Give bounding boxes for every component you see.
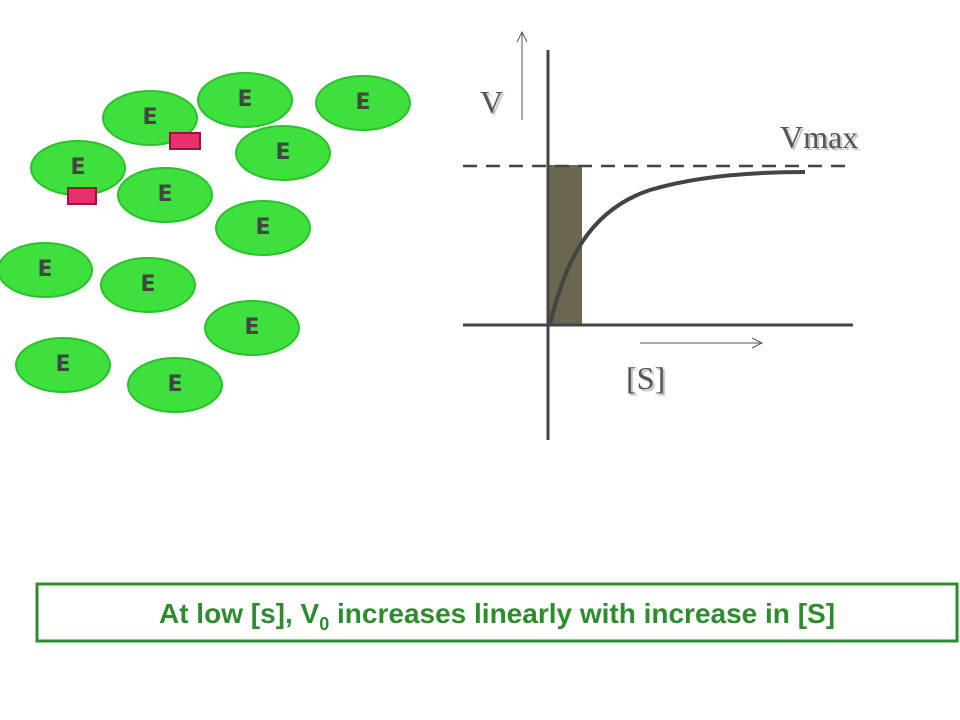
enzyme-label: E [55, 352, 70, 377]
x-label: [S] [626, 360, 665, 396]
enzyme-label: E [70, 155, 85, 180]
caption-text: At low [s], V [159, 598, 320, 629]
rate-curve [548, 170, 806, 326]
enzyme-label: E [355, 90, 370, 115]
graph: V Vmax [S] [463, 30, 858, 440]
x-arrow-head [751, 337, 764, 349]
caption: At low [s], V0 increases linearly with i… [159, 598, 835, 634]
shaded-region [548, 165, 582, 325]
enzyme [15, 337, 111, 393]
vmax-label: Vmax [780, 119, 858, 155]
substrate [67, 187, 97, 205]
caption-subscript: 0 [319, 614, 329, 634]
enzyme-label: E [157, 182, 172, 207]
enzyme [235, 125, 331, 181]
caption-text: increases linearly with increase in [S] [329, 598, 835, 629]
enzyme-label: E [244, 315, 259, 340]
y-label: V [480, 84, 503, 120]
enzyme-label: E [167, 372, 182, 397]
caption-box [35, 582, 959, 643]
enzyme-label: E [275, 140, 290, 165]
enzyme [215, 200, 311, 256]
enzyme [100, 257, 196, 313]
enzyme [204, 300, 300, 356]
enzyme [117, 167, 213, 223]
enzyme-label: E [140, 272, 155, 297]
enzyme [0, 242, 93, 298]
enzyme [197, 72, 293, 128]
enzyme [102, 90, 198, 146]
enzyme-label: E [237, 87, 252, 112]
substrate [169, 132, 201, 150]
enzyme-label: E [142, 105, 157, 130]
enzyme [127, 357, 223, 413]
enzyme [315, 75, 411, 131]
enzyme-label: E [37, 257, 52, 282]
enzyme-field: E E E E E E E E E E E E [0, 72, 411, 413]
y-arrow-head [516, 30, 528, 43]
enzyme-label: E [255, 215, 270, 240]
